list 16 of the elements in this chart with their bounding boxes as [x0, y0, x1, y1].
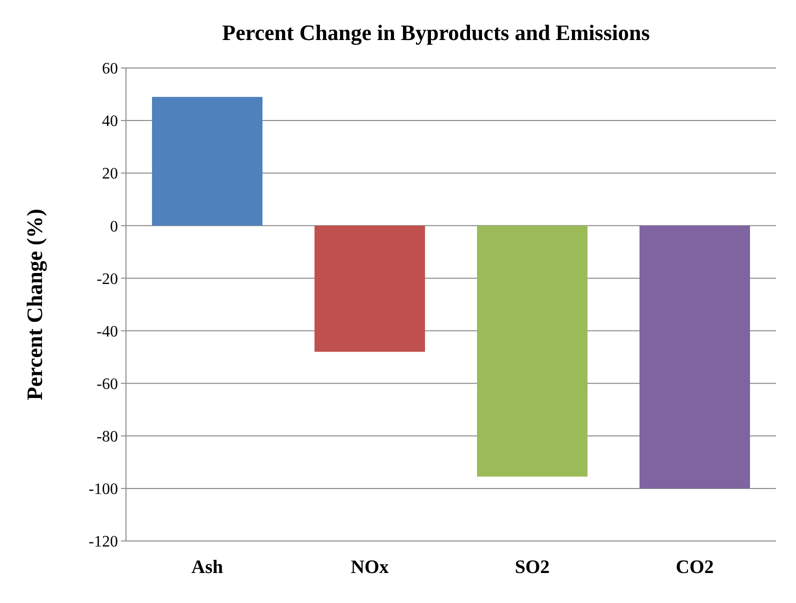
x-tick-label: SO2	[514, 557, 550, 578]
chart-title: Percent Change in Byproducts and Emissions	[222, 20, 650, 45]
x-tick-label: NOx	[350, 557, 390, 578]
y-tick-label: 20	[102, 166, 118, 183]
x-tick-label: Ash	[191, 557, 224, 578]
y-tick-label: 40	[102, 113, 118, 130]
y-tick-label: -20	[96, 270, 118, 288]
y-tick-label: -120	[88, 534, 118, 551]
x-tick-label: CO2	[676, 557, 714, 578]
y-tick-label: -40	[96, 323, 118, 340]
y-tick-label: -80	[96, 428, 118, 446]
y-axis-title: Percent Change (%)	[22, 208, 47, 400]
y-tick-label: -100	[88, 481, 118, 498]
y-tick-label: -60	[96, 376, 118, 393]
y-tick-label: 60	[102, 60, 118, 78]
y-tick-label: 0	[110, 218, 118, 236]
